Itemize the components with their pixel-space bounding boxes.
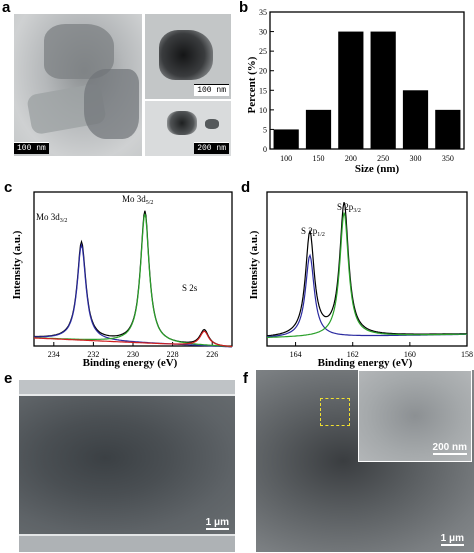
series-line bbox=[266, 253, 467, 338]
peak-label-s2s: S 2s bbox=[182, 283, 198, 293]
nanoparticle bbox=[159, 30, 213, 80]
y-tick-label: 25 bbox=[259, 47, 267, 56]
tem-film-image: 1 μm bbox=[19, 380, 235, 552]
series-line bbox=[34, 243, 233, 348]
bar bbox=[305, 109, 332, 149]
x-tick-label: 226 bbox=[206, 350, 218, 359]
y-axis-label: Intensity (a.u.) bbox=[248, 230, 260, 299]
x-axis-label: Size (nm) bbox=[355, 163, 400, 175]
plot-frame bbox=[269, 11, 465, 150]
peak-label-mo52: Mo 3d5/2 bbox=[122, 194, 153, 206]
peak-label-s2p32: S 2p3/2 bbox=[337, 202, 361, 214]
series-line bbox=[33, 213, 232, 348]
panel-b: b Percent (%) Size (nm) 0 5 10 15 20 25 30 35 10… bbox=[237, 0, 474, 180]
x-tick-label: 300 bbox=[410, 154, 422, 163]
x-tick-label: 350 bbox=[442, 154, 454, 163]
panel-d: d Intensity (a.u.) Binding energy (eV) S… bbox=[237, 179, 474, 370]
inset-scale-bar: 200 nm bbox=[432, 442, 467, 455]
panel-label-f: f bbox=[243, 370, 248, 387]
film-edge-top bbox=[19, 380, 235, 396]
x-tick-label: 150 bbox=[313, 154, 325, 163]
panel-label-c: c bbox=[4, 179, 13, 196]
bar bbox=[435, 109, 461, 149]
xps-s-chart: Intensity (a.u.) Binding energy (eV) S 2… bbox=[248, 191, 473, 369]
panel-label-b: b bbox=[239, 0, 249, 16]
x-tick-label: 232 bbox=[87, 350, 99, 359]
y-tick-label: 5 bbox=[263, 125, 267, 134]
x-tick-label: 158 bbox=[461, 350, 473, 359]
series-line bbox=[34, 330, 233, 348]
x-tick-label: 230 bbox=[127, 350, 139, 359]
size-distribution-chart: Percent (%) Size (nm) 0 5 10 15 20 25 30 35 100 1… bbox=[246, 8, 465, 175]
x-tick-label: 228 bbox=[167, 350, 179, 359]
bar bbox=[338, 31, 364, 150]
y-tick-label: 20 bbox=[259, 67, 267, 76]
scale-bar: 1 μm bbox=[440, 533, 464, 546]
panel-f: f 200 nm 1 μm bbox=[237, 370, 474, 553]
film-region bbox=[19, 396, 235, 534]
peak-label-mo32: Mo 3d3/2 bbox=[36, 212, 67, 224]
y-tick-label: 10 bbox=[259, 106, 267, 115]
film-edge-bottom bbox=[19, 534, 235, 552]
x-tick-label: 200 bbox=[345, 154, 357, 163]
x-axis-label: Binding energy (eV) bbox=[318, 357, 413, 369]
scale-bar: 200 nm bbox=[194, 142, 229, 154]
panel-label-d: d bbox=[241, 179, 251, 196]
bar bbox=[273, 129, 299, 149]
panel-label-a: a bbox=[2, 0, 11, 16]
panel-c: c Intensity (a.u.) Binding energy (eV) M… bbox=[0, 179, 237, 370]
y-tick-label: 15 bbox=[259, 86, 267, 95]
x-tick-label: 100 bbox=[280, 154, 292, 163]
y-axis-label: Percent (%) bbox=[246, 56, 258, 113]
panel-a: a 100 nm 100 nm 200 nm bbox=[0, 0, 235, 160]
x-tick-label: 250 bbox=[377, 154, 389, 163]
series-line bbox=[34, 210, 233, 348]
y-tick-label: 35 bbox=[259, 8, 267, 17]
panel-e: e 1 μm bbox=[0, 370, 237, 553]
sem-inset: 200 nm bbox=[358, 370, 472, 462]
plot-frame bbox=[266, 191, 468, 347]
tem-image-large: 100 nm bbox=[14, 14, 142, 156]
x-tick-label: 164 bbox=[290, 350, 302, 359]
x-tick-label: 160 bbox=[404, 350, 416, 359]
bar bbox=[402, 90, 429, 149]
y-tick-label: 0 bbox=[263, 145, 267, 154]
tem-image-top-right: 100 nm bbox=[145, 14, 231, 99]
nanoparticle bbox=[167, 111, 197, 135]
selection-box bbox=[320, 398, 350, 426]
x-axis-label: Binding energy (eV) bbox=[83, 357, 178, 369]
scale-bar: 100 nm bbox=[194, 84, 229, 96]
scale-bar: 100 nm bbox=[14, 142, 49, 154]
x-tick-label: 162 bbox=[347, 350, 359, 359]
xps-mo-chart: Intensity (a.u.) Binding energy (eV) Mo … bbox=[11, 191, 233, 369]
y-axis-label: Intensity (a.u.) bbox=[11, 230, 23, 299]
x-tick-label: 234 bbox=[48, 350, 60, 359]
panel-label-e: e bbox=[4, 370, 13, 387]
series-line bbox=[267, 212, 467, 338]
y-tick-label: 30 bbox=[259, 28, 267, 37]
bar bbox=[370, 31, 396, 150]
sem-image: 200 nm 1 μm bbox=[256, 370, 474, 552]
nanosheet bbox=[84, 69, 139, 139]
series-line bbox=[266, 202, 468, 337]
peak-label-s2p12: S 2p1/2 bbox=[301, 226, 325, 238]
nanoparticle bbox=[205, 119, 219, 129]
scale-bar: 1 μm bbox=[205, 517, 229, 530]
tem-image-bottom-right: 200 nm bbox=[145, 101, 231, 156]
